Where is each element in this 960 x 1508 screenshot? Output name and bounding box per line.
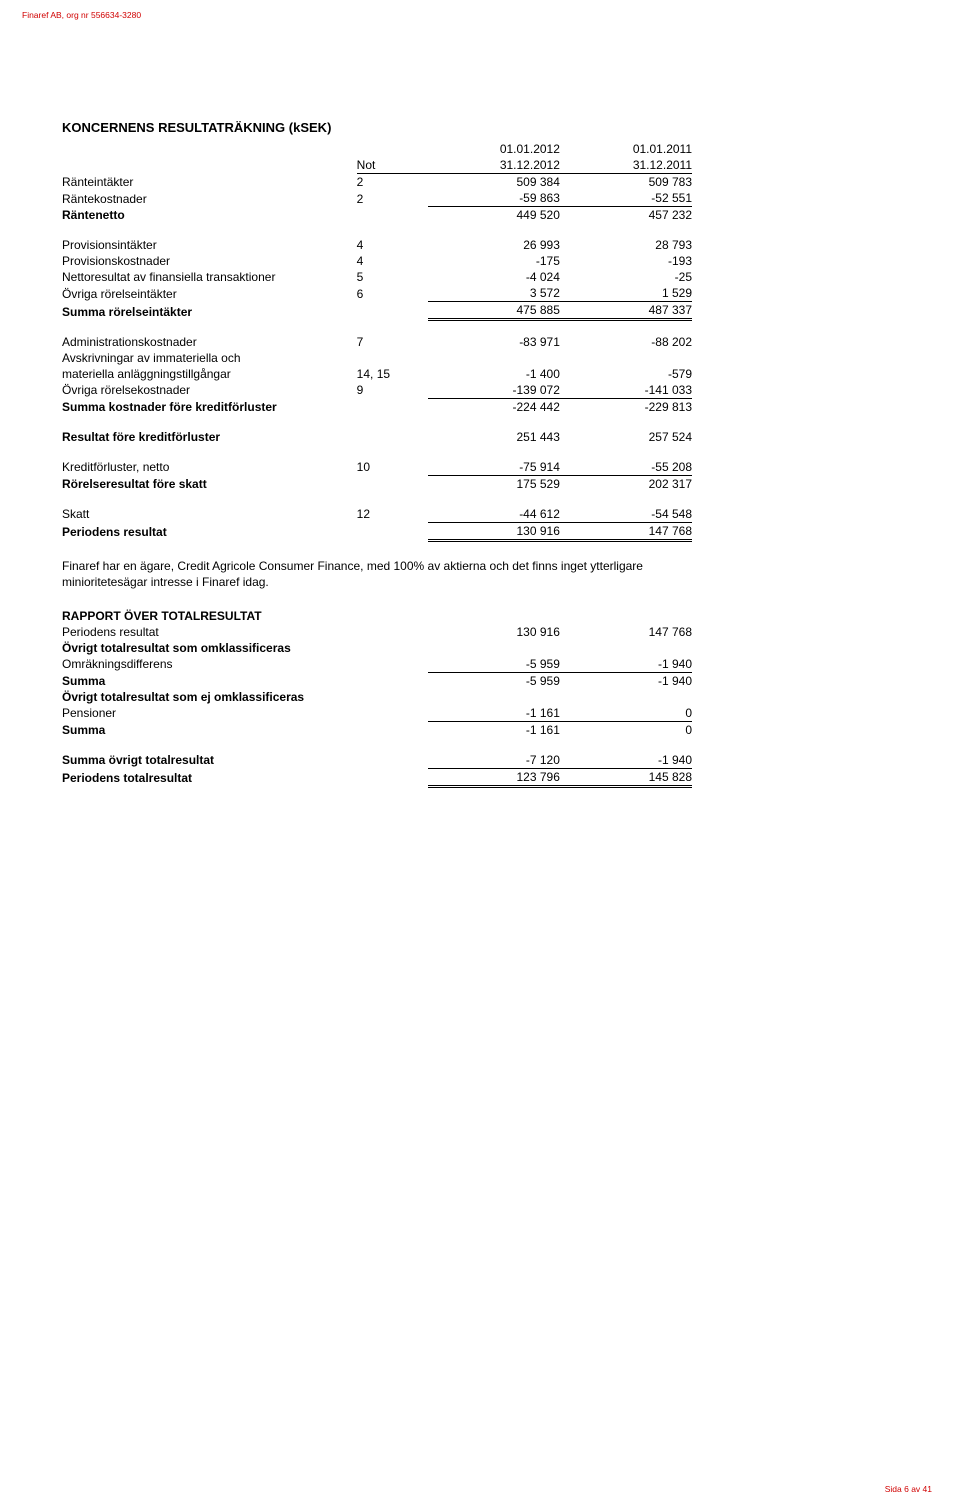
table-row-subtotal: Summa -1 161 0 [62, 721, 692, 738]
table-row: Nettoresultat av finansiella transaktion… [62, 269, 692, 285]
rapport-title: RAPPORT ÖVER TOTALRESULTAT [62, 608, 357, 624]
table-row-subtotal: Räntenetto 449 520 457 232 [62, 207, 692, 224]
table-row: Kreditförluster, netto 10 -75 914 -55 20… [62, 459, 692, 476]
table-header-row: Not 31.12.2012 31.12.2011 [62, 157, 692, 174]
col-period1-top: 01.01.2012 [428, 141, 560, 157]
page-header: Finaref AB, org nr 556634-3280 [22, 10, 141, 20]
page-footer: Sida 6 av 41 [885, 1484, 932, 1494]
table-row: Övriga rörelseintäkter 6 3 572 1 529 [62, 285, 692, 302]
table-row: Skatt 12 -44 612 -54 548 [62, 506, 692, 523]
table-row: Övrigt totalresultat som omklassificeras [62, 640, 692, 656]
note-paragraph: Finaref har en ägare, Credit Agricole Co… [62, 558, 692, 590]
table-row: Övriga rörelsekostnader 9 -139 072 -141 … [62, 382, 692, 399]
col-period2-top: 01.01.2011 [560, 141, 692, 157]
table-row-total: Periodens totalresultat 123 796 145 828 [62, 768, 692, 786]
table-row-subtotal: Summa övrigt totalresultat -7 120 -1 940 [62, 752, 692, 769]
table-row-subtotal: Summa kostnader före kreditförluster -22… [62, 398, 692, 415]
table-header-row: 01.01.2012 01.01.2011 [62, 141, 692, 157]
col-not-header: Not [357, 157, 428, 174]
income-statement-table: 01.01.2012 01.01.2011 Not 31.12.2012 31.… [62, 141, 692, 542]
col-period1-bot: 31.12.2012 [428, 157, 560, 174]
section-title: KONCERNENS RESULTATRÄKNING (kSEK) [62, 120, 692, 135]
table-row: Pensioner -1 161 0 [62, 705, 692, 722]
table-row: Administrationskostnader 7 -83 971 -88 2… [62, 334, 692, 350]
table-row: Övrigt totalresultat som ej omklassifice… [62, 689, 692, 705]
table-row-subtotal: Resultat före kreditförluster 251 443 25… [62, 429, 692, 445]
table-row: Räntekostnader 2 -59 863 -52 551 [62, 190, 692, 207]
table-row-total: Summa rörelseintäkter 475 885 487 337 [62, 302, 692, 320]
table-row: materiella anläggningstillgångar 14, 15 … [62, 366, 692, 382]
table-row-subtotal: Summa -5 959 -1 940 [62, 672, 692, 689]
main-content: KONCERNENS RESULTATRÄKNING (kSEK) 01.01.… [62, 120, 692, 788]
table-row: Provisionskostnader 4 -175 -193 [62, 253, 692, 269]
col-period2-bot: 31.12.2011 [560, 157, 692, 174]
table-row: Provisionsintäkter 4 26 993 28 793 [62, 237, 692, 253]
table-row: Avskrivningar av immateriella och [62, 350, 692, 366]
table-row-subtotal: Rörelseresultat före skatt 175 529 202 3… [62, 475, 692, 492]
table-row: Omräkningsdifferens -5 959 -1 940 [62, 656, 692, 673]
total-result-table: RAPPORT ÖVER TOTALRESULTAT Periodens res… [62, 608, 692, 788]
table-row: Ränteintäkter 2 509 384 509 783 [62, 174, 692, 191]
table-row-total: Periodens resultat 130 916 147 768 [62, 522, 692, 540]
table-row: Periodens resultat 130 916 147 768 [62, 624, 692, 640]
table-row: RAPPORT ÖVER TOTALRESULTAT [62, 608, 692, 624]
